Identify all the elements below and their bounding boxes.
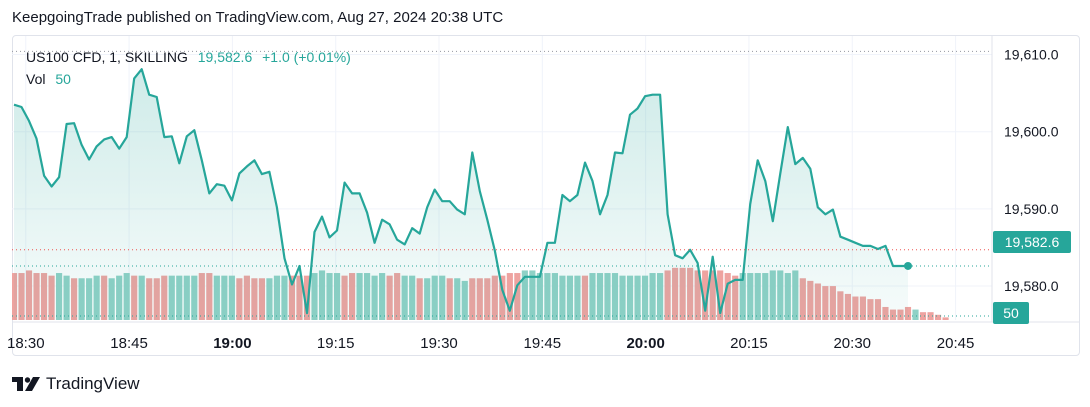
legend-volume-row: Vol 50 — [26, 68, 351, 90]
x-tick-label: 20:00 — [626, 335, 664, 352]
legend-vol-value: 50 — [55, 71, 71, 87]
x-tick-label: 18:30 — [7, 335, 45, 352]
volume-bar — [506, 273, 513, 320]
price-badge-text: 19,582.6 — [1005, 234, 1060, 250]
x-tick-label: 19:00 — [213, 335, 251, 352]
volume-badge-text: 50 — [1003, 305, 1019, 321]
legend-symbol-row: US100 CFD, 1, SKILLING 19,582.6 +1.0 (+0… — [26, 46, 351, 68]
reference-lines — [12, 50, 992, 317]
price-area-fill — [14, 69, 908, 320]
volume-badge — [993, 302, 1029, 324]
y-tick-label: 19,600.0 — [1004, 124, 1059, 140]
legend-change: +1.0 (+0.01%) — [262, 49, 351, 65]
y-tick-label: 19,580.0 — [1004, 278, 1059, 294]
volume-bar — [942, 317, 949, 320]
volume-bar — [912, 309, 919, 320]
y-tick-label: 19,590.0 — [1004, 201, 1059, 217]
legend-vol-label[interactable]: Vol — [26, 71, 46, 87]
x-axis: 18:30 18:45 19:00 19:15 19:30 19:45 20:00 20:15… — [7, 335, 974, 352]
x-tick-label: 20:45 — [937, 335, 975, 352]
legend-last-value: 19,582.6 — [197, 49, 253, 65]
volume-bar — [919, 312, 927, 320]
volume-bar — [934, 314, 942, 320]
y-tick-label: 19,610.0 — [1004, 47, 1059, 63]
x-tick-label: 20:30 — [833, 335, 871, 352]
legend: US100 CFD, 1, SKILLING 19,582.6 +1.0 (+0… — [26, 46, 351, 90]
tradingview-logo-icon[interactable] — [12, 377, 40, 391]
volume-bar — [702, 270, 709, 320]
tradingview-brand[interactable]: TradingView — [46, 374, 140, 393]
x-tick-label: 19:15 — [317, 335, 355, 352]
axis-badges: 19,582.6 50 — [993, 231, 1071, 324]
price-area — [13, 68, 912, 320]
price-line — [13, 68, 908, 315]
published-line: KeepgoingTrade published on TradingView.… — [12, 9, 504, 26]
price-badge — [993, 231, 1071, 253]
chart-frame — [12, 35, 1080, 356]
legend-symbol[interactable]: US100 CFD, 1, SKILLING — [26, 49, 188, 65]
footer: TradingView — [12, 374, 140, 394]
x-tick-label: 19:45 — [524, 335, 562, 352]
volume-bar — [717, 270, 724, 320]
x-tick-label: 20:15 — [730, 335, 768, 352]
y-axis: 19,580.0 19,590.0 19,600.0 19,610.0 — [1004, 47, 1059, 295]
x-tick-label: 19:30 — [420, 335, 458, 352]
volume-bar — [927, 312, 934, 320]
x-tick-label: 18:45 — [110, 335, 148, 352]
volume-bar — [303, 275, 311, 320]
